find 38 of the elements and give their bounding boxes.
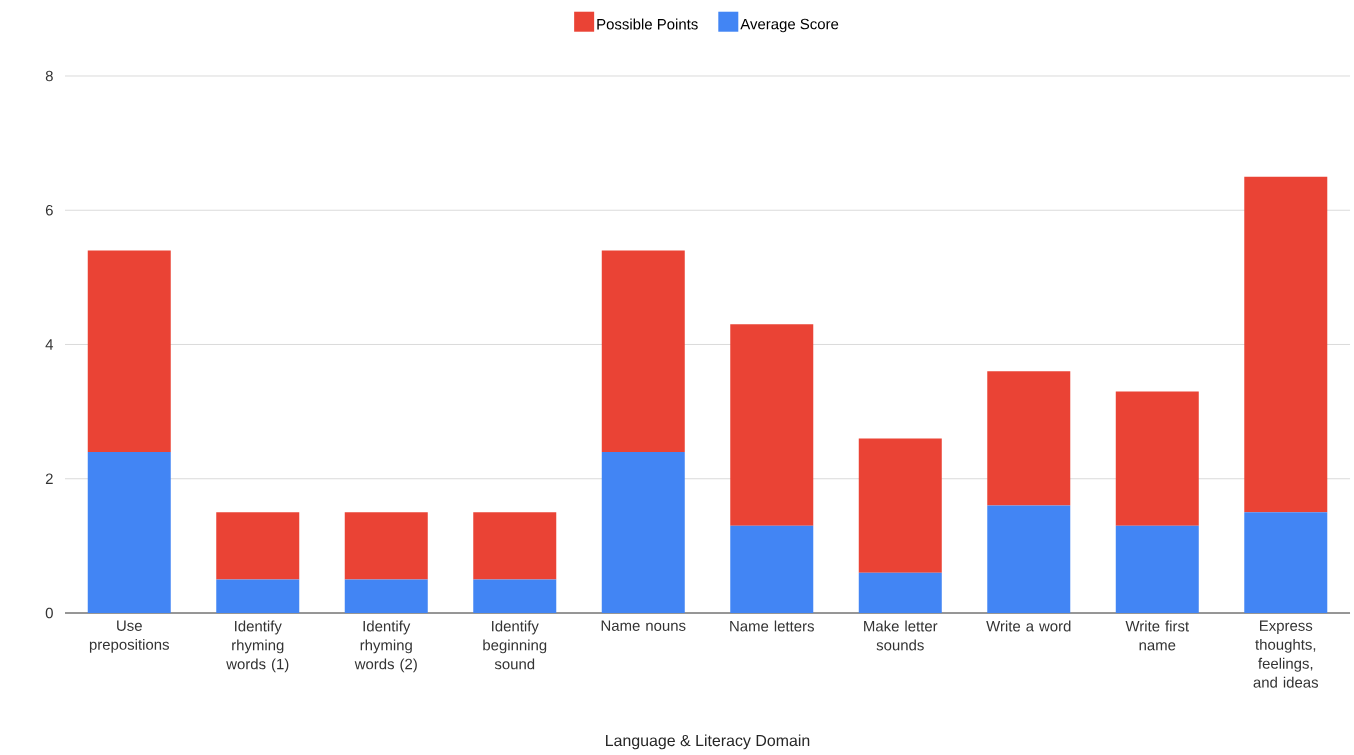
x-axis-title: Language & Literacy Domain: [606, 734, 810, 750]
bar: [344, 579, 428, 613]
legend-label: Possible Points: [597, 18, 698, 30]
bar: [473, 512, 557, 580]
x-tick-label: Name nouns: [601, 620, 686, 631]
bar: [216, 579, 300, 613]
x-tick-label: Make letter sounds: [864, 620, 938, 651]
bar: [87, 451, 171, 613]
x-tick-label: Write first name: [1125, 620, 1189, 651]
bar: [730, 525, 814, 613]
y-tick-label: 6: [45, 204, 53, 216]
y-tick-label: 8: [45, 70, 53, 82]
bar: [1115, 391, 1199, 526]
bar: [730, 324, 814, 526]
bar: [987, 505, 1071, 613]
bar: [601, 250, 685, 452]
bar: [1115, 525, 1199, 613]
x-tick-label: Use prepositions: [89, 620, 169, 653]
x-tick-label: Express thoughts, feelings, and ideas: [1253, 620, 1319, 688]
bar: [858, 572, 942, 613]
x-tick-label: Name letters: [730, 620, 814, 632]
bar: [1244, 512, 1328, 613]
y-tick-label: 2: [45, 473, 53, 484]
x-tick-label: Write a word: [986, 620, 1071, 632]
y-tick-label: 4: [45, 339, 54, 350]
bar: [987, 371, 1071, 506]
bar: [601, 451, 685, 613]
bar: [1244, 176, 1328, 513]
y-tick-label: 0: [45, 607, 53, 619]
bar: [87, 250, 171, 452]
bar: [473, 579, 557, 613]
bar: [216, 512, 300, 580]
bar: [858, 438, 942, 573]
legend-label: Average Score: [740, 18, 839, 33]
x-tick-label: Identify rhyming words (2): [354, 620, 417, 673]
x-tick-label: Identify beginning sound: [483, 620, 547, 670]
x-tick-label: Identify rhyming words (1): [226, 620, 289, 673]
bar: [344, 512, 428, 580]
